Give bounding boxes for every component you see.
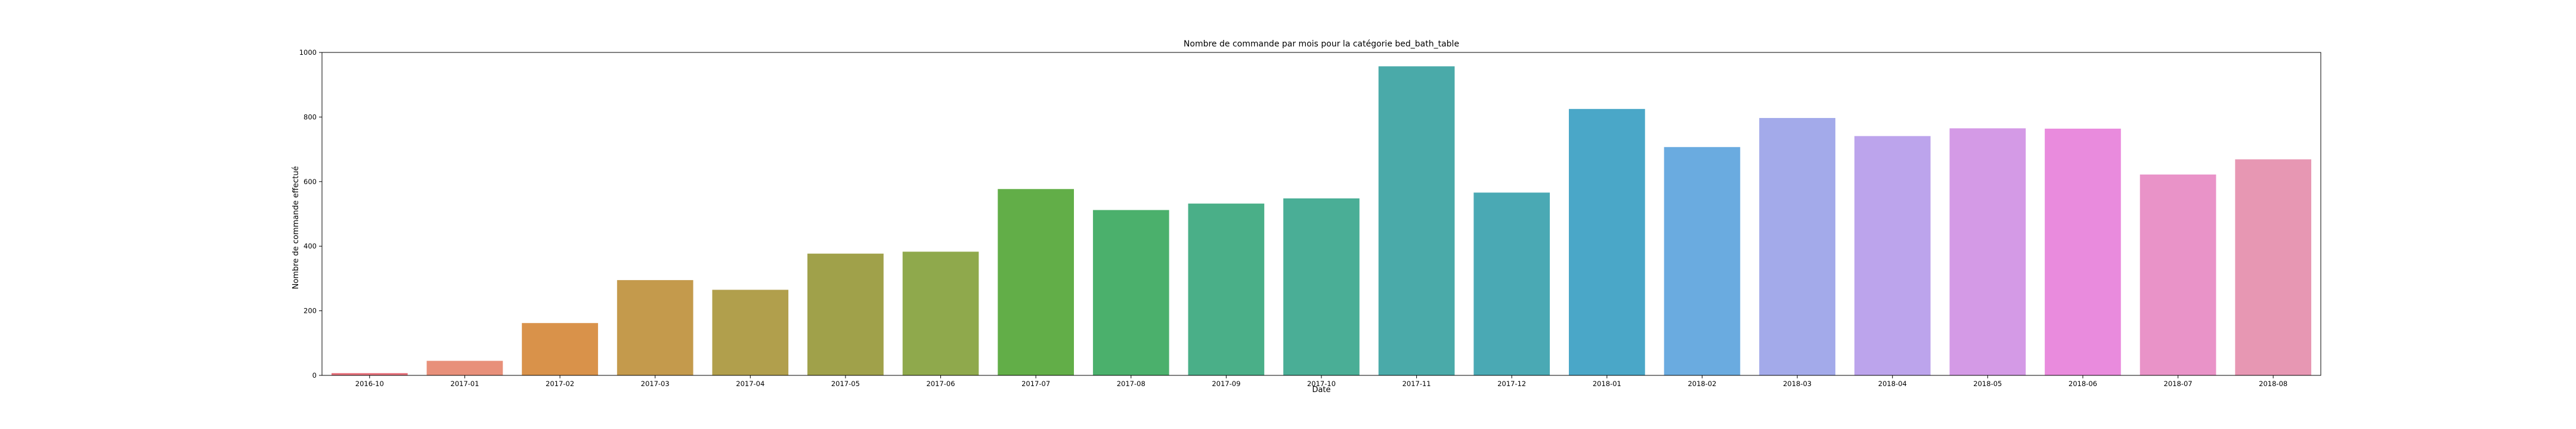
bar-2017-06 <box>902 251 979 375</box>
x-tick-label: 2017-11 <box>1402 380 1431 388</box>
bar-2018-01 <box>1569 108 1645 375</box>
plot-frame <box>321 52 2321 376</box>
chart-title: Nombre de commande par mois pour la caté… <box>1184 39 1459 49</box>
y-tick-label: 400 <box>304 242 317 250</box>
x-tick-label: 2016-10 <box>355 380 384 388</box>
bar-2017-04 <box>712 290 789 375</box>
bar-2017-03 <box>617 280 693 375</box>
y-tick-label: 600 <box>304 178 317 186</box>
x-tick-label: 2017-03 <box>641 380 670 388</box>
bar-2018-05 <box>1949 128 2026 375</box>
x-tick-label: 2017-09 <box>1212 380 1240 388</box>
bar-2018-07 <box>2140 174 2216 375</box>
y-axis-label: Nombre de commande effectué <box>292 166 301 290</box>
bar-2017-02 <box>522 323 598 375</box>
bar-2017-10 <box>1283 198 1360 375</box>
bar-2017-09 <box>1188 203 1265 375</box>
x-tick-label: 2018-08 <box>2259 380 2287 388</box>
x-tick-label: 2017-02 <box>546 380 574 388</box>
bar-2018-06 <box>2045 128 2121 376</box>
axes: 2016-10 2017-01 2017-02 2017-03 2017-04 2017-… <box>299 48 2321 388</box>
bars <box>331 66 2312 376</box>
bar-2017-11 <box>1378 66 1455 375</box>
x-tick-label: 2017-12 <box>1497 380 1526 388</box>
y-tick-label: 200 <box>304 307 317 315</box>
bar-2017-07 <box>998 189 1074 375</box>
x-tick-label: 2017-10 <box>1307 380 1336 388</box>
bar-2017-01 <box>426 360 503 375</box>
x-axis-label: Date <box>1312 386 1330 394</box>
bar-2016-10 <box>331 373 408 375</box>
x-tick-label: 2018-03 <box>1783 380 1812 388</box>
x-tick-label: 2017-08 <box>1117 380 1145 388</box>
x-tick-label: 2017-05 <box>831 380 860 388</box>
bar-2018-03 <box>1759 118 1835 375</box>
x-tick-label: 2018-06 <box>2069 380 2097 388</box>
y-tick-label: 800 <box>304 113 317 121</box>
x-tick-label: 2017-04 <box>736 380 764 388</box>
bar-2018-08 <box>2235 159 2312 375</box>
bar-2018-02 <box>1664 147 1741 375</box>
x-tick-label: 2017-07 <box>1021 380 1050 388</box>
x-tick-label: 2018-04 <box>1878 380 1907 388</box>
x-tick-label: 2018-02 <box>1688 380 1716 388</box>
x-tick-label: 2018-05 <box>1973 380 2002 388</box>
x-tick-label: 2017-06 <box>926 380 955 388</box>
x-tick-label: 2018-01 <box>1593 380 1621 388</box>
bar-2018-04 <box>1854 136 1931 376</box>
bar-2017-12 <box>1473 192 1550 375</box>
y-tick-label: 0 <box>312 371 317 380</box>
bar-2017-05 <box>807 253 884 375</box>
x-tick-label: 2018-07 <box>2164 380 2193 388</box>
bar-2017-08 <box>1092 210 1169 375</box>
x-tick-label: 2017-01 <box>450 380 479 388</box>
y-tick-label: 1000 <box>299 48 317 57</box>
